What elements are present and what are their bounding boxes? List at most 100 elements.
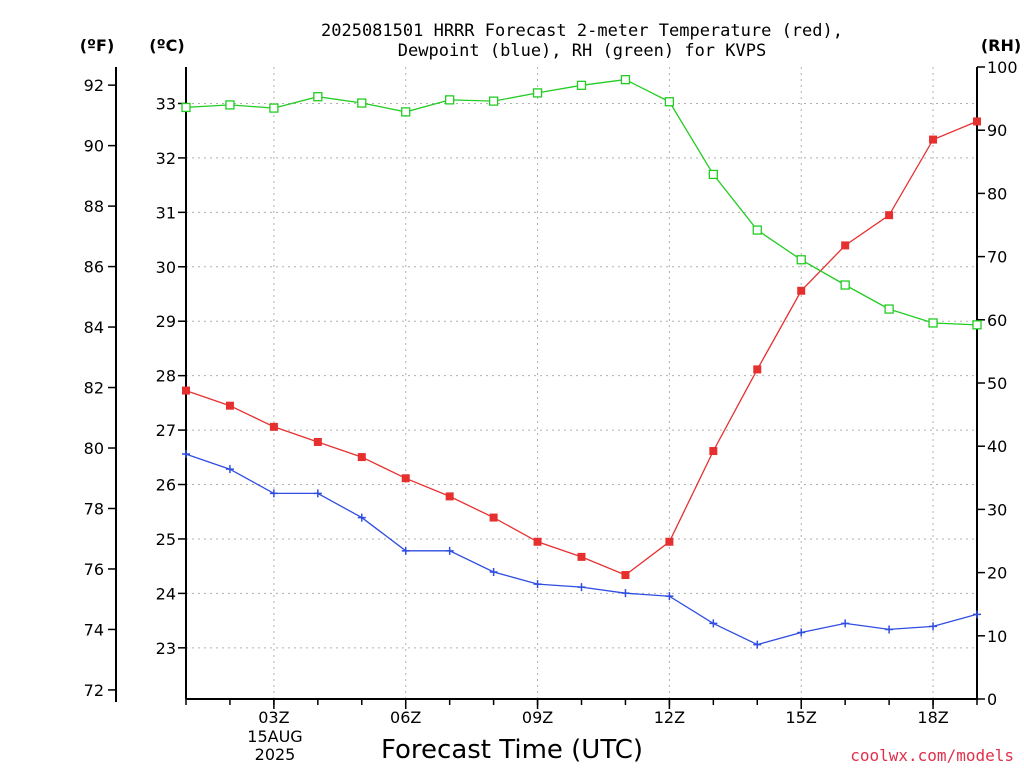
temperature-point (885, 211, 894, 220)
rh-point (708, 169, 718, 180)
temperature-point (225, 401, 234, 410)
date-label-day: 15AUG (247, 727, 302, 746)
dewpoint-point (577, 583, 586, 592)
grid-lines (186, 67, 977, 699)
rh-tick-label: 20 (987, 564, 1007, 583)
chart-title-line1: 2025081501 HRRR Forecast 2-meter Tempera… (321, 21, 843, 41)
rh-point (752, 225, 762, 235)
rh-tick-label: 10 (987, 627, 1007, 646)
fahrenheit-tick-label: 74 (84, 620, 104, 639)
x-tick-label: 12Z (654, 708, 685, 727)
temperature-point (313, 437, 322, 446)
rh-tick-label: 0 (987, 690, 997, 709)
fahrenheit-tick-label: 78 (84, 499, 104, 518)
dewpoint-point (533, 580, 542, 589)
dewpoint-line (185, 453, 978, 646)
dewpoint-point (489, 567, 498, 576)
temperature-point (797, 286, 806, 295)
fahrenheit-tick-label: 80 (84, 439, 104, 458)
rh-tick-label: 100 (987, 58, 1018, 77)
temperature-point (182, 386, 190, 395)
temperature-point (489, 513, 498, 522)
x-tick-label: 06Z (390, 708, 421, 727)
fahrenheit-tick-label: 84 (84, 318, 104, 337)
dewpoint-point (885, 625, 894, 634)
rh-point (357, 98, 367, 108)
rh-point (796, 255, 806, 265)
rh-point (928, 318, 938, 328)
rh-tick-label: 80 (987, 184, 1007, 203)
dewpoint-point (753, 640, 762, 649)
rh-point (532, 88, 543, 98)
temperature-point (445, 492, 454, 501)
date-label-year: 2025 (255, 745, 296, 764)
dewpoint-point (401, 546, 410, 555)
celsius-tick-label: 30 (156, 258, 176, 277)
rh-point (840, 280, 850, 290)
rh-tick-label: 30 (987, 500, 1007, 519)
data-series (181, 74, 982, 649)
temperature-point (401, 474, 410, 483)
rh-tick-label: 50 (987, 374, 1007, 393)
dewpoint-point (973, 610, 981, 619)
x-tick-label: 09Z (522, 708, 553, 727)
celsius-tick-label: 23 (156, 639, 176, 658)
fahrenheit-unit-label: (ºF) (80, 36, 115, 55)
dewpoint-point (357, 513, 366, 522)
fahrenheit-tick-label: 88 (84, 197, 104, 216)
rh-tick-label: 70 (987, 248, 1007, 267)
rh-tick-label: 40 (987, 437, 1007, 456)
dewpoint-point (445, 546, 454, 555)
rh-point (401, 107, 411, 117)
temperature-point (973, 117, 981, 126)
fahrenheit-tick-label: 90 (84, 137, 104, 156)
celsius-tick-label: 26 (156, 476, 176, 495)
dewpoint-point (313, 489, 322, 498)
credit-link[interactable]: coolwx.com/models (850, 746, 1014, 765)
dewpoint-point (665, 592, 674, 601)
rh-point (313, 92, 323, 102)
fahrenheit-tick-label: 72 (84, 681, 104, 700)
rh-point (972, 320, 982, 330)
fahrenheit-tick-label: 76 (84, 560, 104, 579)
dewpoint-point (709, 619, 718, 628)
rh-point (488, 96, 499, 106)
rh-point (181, 102, 191, 113)
celsius-tick-label: 31 (156, 203, 176, 222)
temperature-point (709, 447, 718, 456)
temperature-point (533, 537, 542, 546)
temperature-point (357, 453, 366, 462)
dewpoint-point (621, 589, 630, 598)
rh-point (664, 97, 675, 107)
rh-line (185, 78, 978, 326)
rh-tick-label: 90 (987, 121, 1007, 140)
dewpoint-point (929, 622, 938, 631)
temperature-point (753, 365, 762, 374)
temperature-point (621, 571, 630, 580)
temperature-point (665, 537, 674, 546)
celsius-tick-label: 25 (156, 530, 176, 549)
celsius-tick-label: 28 (156, 367, 176, 386)
temperature-point (929, 135, 938, 144)
fahrenheit-tick-label: 92 (84, 76, 104, 95)
axes (108, 66, 985, 709)
rh-point (445, 95, 455, 105)
rh-point (269, 103, 279, 113)
celsius-unit-label: (ºC) (149, 36, 184, 55)
fahrenheit-tick-label: 82 (84, 379, 104, 398)
celsius-tick-label: 32 (156, 149, 176, 168)
rh-unit-label: (RH) (981, 36, 1021, 55)
rh-point (884, 304, 894, 314)
celsius-tick-label: 29 (156, 312, 176, 331)
temperature-point (841, 241, 850, 250)
dewpoint-point (225, 465, 234, 474)
temperature-line (185, 120, 978, 576)
temperature-point (269, 422, 278, 431)
dewpoint-point (797, 628, 806, 637)
dewpoint-point (269, 489, 278, 498)
x-axis-label: Forecast Time (UTC) (381, 735, 643, 765)
celsius-tick-label: 24 (156, 584, 176, 603)
dewpoint-point (841, 619, 850, 628)
rh-tick-label: 60 (987, 311, 1007, 330)
